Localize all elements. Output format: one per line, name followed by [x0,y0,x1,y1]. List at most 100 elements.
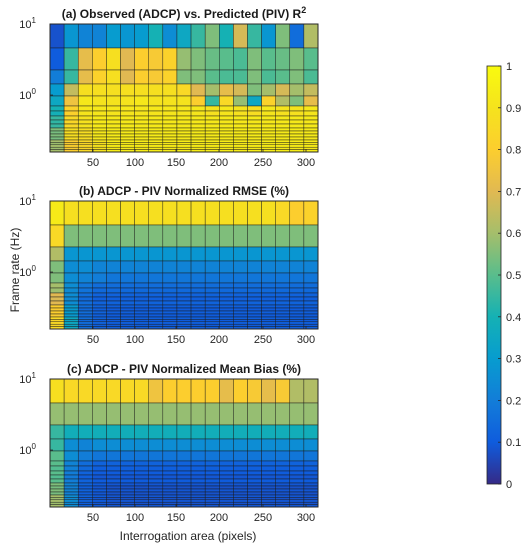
heatmap-cell [49,47,65,71]
heatmap-cell [275,110,291,117]
heatmap-cell [190,133,206,138]
heatmap-cell [92,142,107,146]
heatmap-cell [204,321,220,325]
heatmap-cell [162,282,178,289]
y-tick-label: 100 [19,87,36,102]
heatmap-cell [261,478,276,484]
colorbar: 0 0.1 0.2 0.3 0.4 0.5 0.6 0.7 0.8 0.9 1 [486,61,521,491]
heatmap-cell [120,123,135,129]
heatmap-cell [219,470,234,476]
heatmap-cell [148,119,164,125]
heatmap-cell [289,300,305,306]
heatmap-cell [148,83,164,97]
heatmap-cell [77,95,93,107]
heatmap-cell [162,83,178,97]
heatmap-cell [162,69,178,85]
heatmap-cell [204,144,220,148]
heatmap-cell [49,260,65,274]
heatmap-cell [49,499,65,503]
heatmap-cell [204,139,220,143]
heatmap-cell [134,499,149,503]
heatmap-cell [261,136,276,141]
heatmap-cell [92,323,107,327]
heatmap-cell [134,69,149,85]
heatmap-cell [106,123,121,129]
heatmap-cell [247,497,262,501]
heatmap-cell [120,497,135,501]
heatmap-cell [233,300,248,306]
heatmap-cell [247,224,262,248]
heatmap-cell [247,501,262,505]
heatmap-cell [190,485,206,490]
heatmap-cell [219,465,234,472]
heatmap-cell [204,110,220,117]
heatmap-cell [49,497,65,501]
heatmap-cell [63,310,79,315]
heatmap-cell [190,491,206,496]
heatmap-cell [233,139,248,143]
heatmap-cell [49,321,65,325]
heatmap-cell [233,282,248,289]
heatmap-cell [190,494,206,498]
heatmap-cell [106,450,121,462]
heatmap-cell [176,105,192,112]
heatmap-cell [275,69,291,85]
heatmap-cell [247,304,262,309]
heatmap-cell [106,47,121,71]
heatmap-cell [63,474,79,480]
heatmap-cell [106,130,121,135]
heatmap-cell [134,378,149,404]
heatmap-cell [190,304,206,309]
heatmap-cell [134,321,149,325]
heatmap-cell [148,485,164,490]
heatmap-cell [148,474,164,480]
heatmap-cell [190,260,206,274]
heatmap-cell [49,438,65,452]
heatmap-cell [289,144,305,148]
heatmap-cell [204,115,220,121]
heatmap-cell [63,287,79,294]
heatmap-cell [275,378,291,404]
heatmap-cell [219,491,234,496]
heatmap-cell [176,474,192,480]
plot-frame [49,200,319,330]
heatmap-cell [49,110,65,117]
heatmap-cell [261,304,276,309]
heatmap-cell [247,83,262,97]
heatmap-cell [275,300,291,306]
heatmap-cell [176,485,192,490]
heatmap-cell [176,127,192,132]
heatmap-cell [106,246,121,262]
heatmap-cell [289,501,305,505]
heatmap-cell [219,287,234,294]
heatmap-cell [204,494,220,498]
heatmap-cell [204,123,220,129]
heatmap-cell [289,200,305,226]
heatmap-cell [219,501,234,505]
heatmap-cell [289,296,305,302]
heatmap-cell [162,491,178,496]
heatmap-cell [148,491,164,496]
heatmap-cell [219,313,234,318]
heatmap-cell [261,470,276,476]
panel-1: (a) Observed (ADCP) vs. Predicted (PIV) … [19,5,319,169]
heatmap-cell [247,316,262,320]
heatmap-cell [219,23,234,49]
heatmap-cell [233,316,248,320]
heatmap-cell [275,478,291,484]
heatmap-cell [134,139,149,143]
heatmap-cell [233,494,248,498]
heatmap-cell [303,460,319,467]
heatmap-cell [106,83,121,97]
heatmap-cell [275,460,291,467]
heatmap-cell [289,478,305,484]
heatmap-cell [289,110,305,117]
heatmap-cell [77,497,93,501]
heatmap-cell [106,296,121,302]
heatmap-cell [63,497,79,501]
heatmap-cell [303,119,319,125]
heatmap-cell [148,321,164,325]
heatmap-cell [120,142,135,146]
heatmap-cell [204,488,220,493]
heatmap-cell [261,69,276,85]
